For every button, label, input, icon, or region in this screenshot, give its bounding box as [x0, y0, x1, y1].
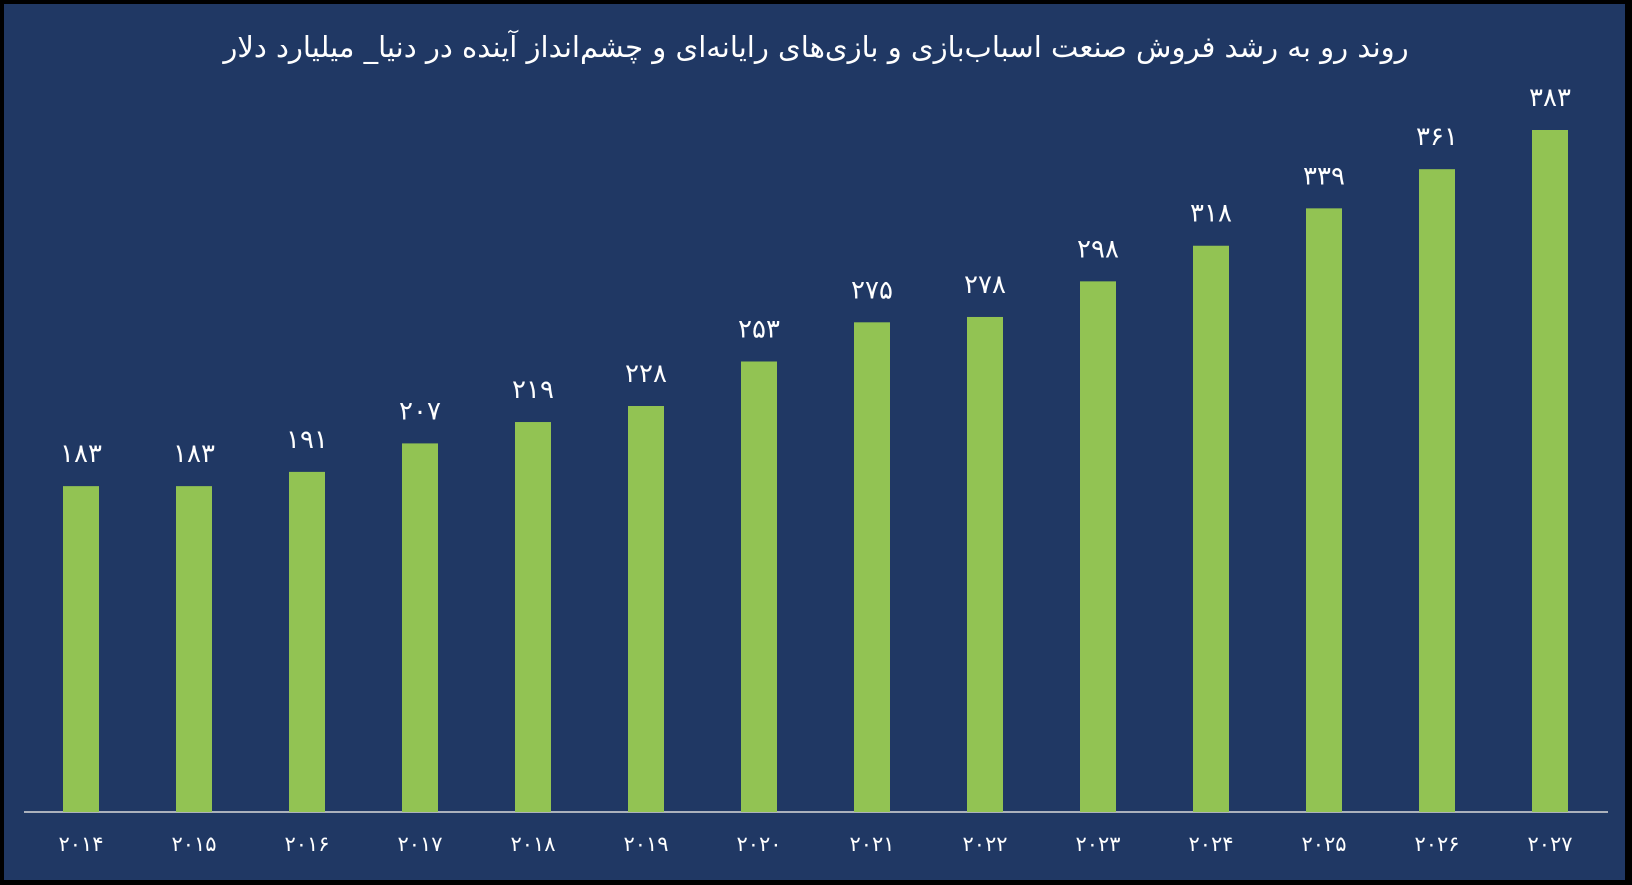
data-label: ۳۳۹ [1303, 161, 1345, 191]
data-label: ۲۵۳ [738, 314, 780, 344]
bar-12 [1419, 169, 1455, 813]
bar-8 [967, 316, 1003, 812]
x-tick-label: ۲۰۲۵ [1301, 832, 1346, 856]
x-tick-label: ۲۰۲۰ [736, 832, 781, 856]
bar-2 [289, 471, 325, 812]
bar-4 [515, 422, 551, 812]
x-tick-label: ۲۰۲۲ [962, 832, 1007, 856]
x-tick-label: ۲۰۲۱ [849, 832, 894, 856]
data-label: ۲۹۸ [1077, 234, 1119, 264]
x-tick-label: ۲۰۲۴ [1188, 832, 1233, 856]
data-label: ۳۶۱ [1416, 122, 1458, 152]
data-label: ۲۲۸ [625, 359, 667, 389]
bar-0 [63, 486, 99, 812]
data-label: ۱۸۳ [173, 439, 215, 469]
data-label: ۲۰۷ [399, 396, 441, 426]
data-label: ۲۱۹ [512, 375, 554, 405]
data-label: ۳۱۸ [1190, 199, 1232, 229]
bar-5 [628, 406, 664, 812]
x-tick-label: ۲۰۱۶ [284, 832, 329, 856]
bar-13 [1532, 130, 1568, 812]
x-tick-label: ۲۰۱۵ [171, 832, 216, 856]
x-tick-label: ۲۰۲۷ [1527, 832, 1572, 856]
bar-7 [854, 322, 890, 812]
bar-1 [176, 486, 212, 812]
data-label: ۲۷۵ [851, 275, 893, 305]
x-tick-label: ۲۰۱۷ [397, 832, 442, 856]
data-label: ۳۸۳ [1529, 83, 1571, 113]
data-label: ۲۷۸ [964, 270, 1006, 300]
bar-9 [1080, 281, 1116, 813]
x-tick-label: ۲۰۲۳ [1075, 832, 1120, 856]
bar-3 [402, 443, 438, 812]
bar-11 [1306, 208, 1342, 813]
chart-panel [4, 4, 1625, 880]
x-tick-label: ۲۰۱۹ [623, 832, 668, 856]
chart-title: روند رو به رشد فروش صنعت اسباب‌بازی و با… [223, 30, 1409, 64]
bar-6 [741, 361, 777, 812]
data-label: ۱۹۱ [286, 425, 328, 455]
data-label: ۱۸۳ [60, 439, 102, 469]
bar-10 [1193, 245, 1229, 812]
x-tick-label: ۲۰۱۴ [58, 832, 103, 856]
x-tick-label: ۲۰۱۸ [510, 832, 555, 856]
x-tick-label: ۲۰۲۶ [1414, 832, 1459, 856]
